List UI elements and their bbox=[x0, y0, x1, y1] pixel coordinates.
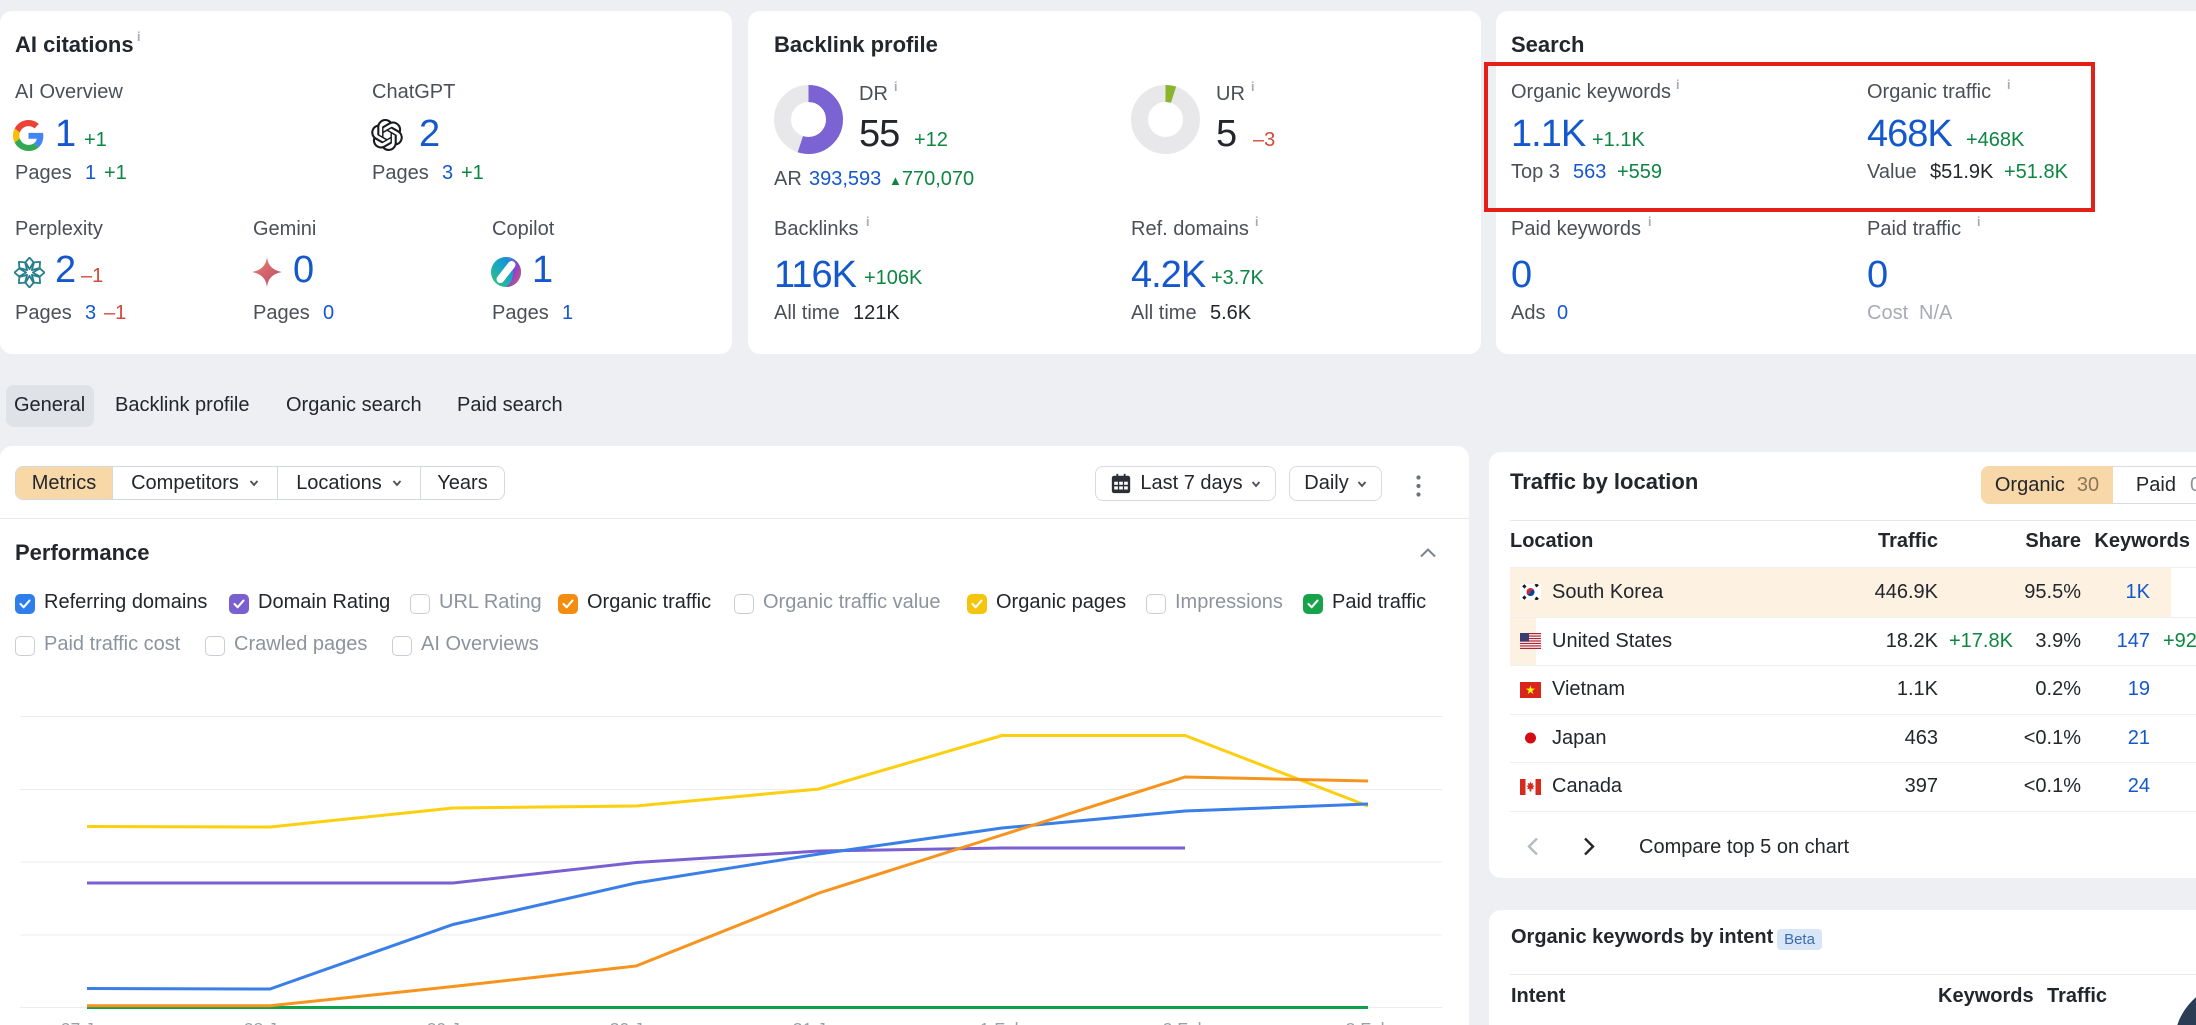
svg-text:29 Jan: 29 Jan bbox=[427, 1019, 480, 1025]
svg-text:1 Feb: 1 Feb bbox=[980, 1019, 1025, 1025]
svg-text:27 Jan: 27 Jan bbox=[61, 1019, 114, 1025]
svg-text:28 Jan: 28 Jan bbox=[244, 1019, 297, 1025]
svg-text:31 Jan: 31 Jan bbox=[793, 1019, 846, 1025]
svg-text:30 Jan: 30 Jan bbox=[610, 1019, 663, 1025]
svg-text:3 Feb: 3 Feb bbox=[1346, 1019, 1391, 1025]
svg-text:2 Feb: 2 Feb bbox=[1163, 1019, 1208, 1025]
